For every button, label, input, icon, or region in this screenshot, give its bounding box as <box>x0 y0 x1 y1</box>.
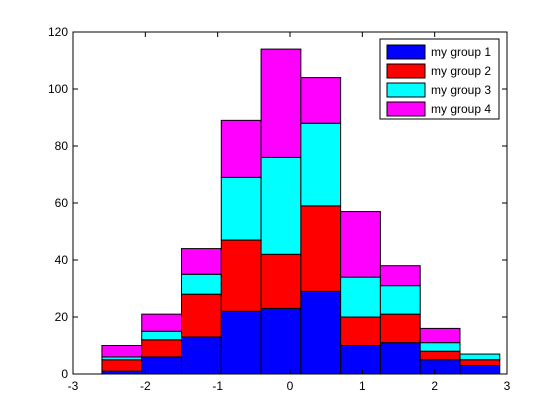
bar-segment-bin-3-group-4 <box>181 248 222 275</box>
y-axis: 0 20 40 60 80 100 120 <box>48 25 507 381</box>
bar-segment-bin-7-group-4 <box>340 211 381 278</box>
bar-segment-bin-3-group-3 <box>181 273 222 295</box>
bar-segment-bin-5-group-3 <box>260 156 302 255</box>
bar-segment-bin-2-group-4 <box>141 313 182 332</box>
bar-segment-bin-6-group-3 <box>300 122 342 207</box>
legend-label-group-3: my group 3 <box>431 83 491 97</box>
bar-segment-bin-1-group-2 <box>101 359 143 372</box>
bar-segment-bin-9-group-4 <box>419 327 461 344</box>
bar-segment-bin-8-group-3 <box>379 285 421 315</box>
legend-swatch-group-3 <box>386 82 426 98</box>
bar-segment-bin-6-group-2 <box>300 205 342 292</box>
y-tick-label: 0 <box>61 367 68 381</box>
bar-segment-bin-8-group-2 <box>379 313 421 344</box>
bar-segment-bin-7-group-2 <box>340 316 381 346</box>
bar-segment-bin-5-group-4 <box>260 48 302 158</box>
bar-segment-bin-2-group-1 <box>141 356 182 375</box>
bar-segment-bin-2-group-2 <box>141 339 182 358</box>
bar-segment-bin-9-group-3 <box>419 342 461 352</box>
bar-segment-bin-7-group-3 <box>340 276 381 318</box>
x-tick-label: -1 <box>212 379 223 393</box>
bar-segment-bin-3-group-2 <box>181 293 222 338</box>
legend-label-group-4: my group 4 <box>431 102 491 116</box>
bar-segment-bin-8-group-1 <box>379 342 421 375</box>
bar-segment-bin-1-group-4 <box>101 345 143 358</box>
y-tick-label: 100 <box>48 82 68 96</box>
bar-segment-bin-8-group-4 <box>379 265 421 287</box>
bar-segment-bin-10-group-2 <box>459 359 501 366</box>
bar-segment-bin-6-group-4 <box>300 77 342 124</box>
x-tick-label: 2 <box>431 379 438 393</box>
bar-segment-bin-4-group-3 <box>220 176 262 241</box>
x-tick-label: 1 <box>359 379 366 393</box>
bar-segment-bin-9-group-1 <box>419 359 461 375</box>
bar-segment-bin-2-group-3 <box>141 330 182 341</box>
x-tick-label: -3 <box>68 379 79 393</box>
legend-label-group-1: my group 1 <box>431 45 491 59</box>
bar-segment-bin-4-group-1 <box>220 310 262 375</box>
bar-segment-bin-4-group-2 <box>220 239 262 312</box>
bar-segment-bin-10-group-3 <box>459 353 501 361</box>
y-tick-label: 20 <box>55 310 69 324</box>
bar-segment-bin-4-group-4 <box>220 119 262 178</box>
y-tick-label: 40 <box>55 253 69 267</box>
bar-segment-bin-3-group-1 <box>181 336 222 375</box>
x-axis: -3 -2 -1 0 1 2 3 <box>68 32 511 393</box>
y-tick-label: 80 <box>55 139 69 153</box>
legend-label-group-2: my group 2 <box>431 64 491 78</box>
bar-segment-bin-5-group-2 <box>260 253 302 309</box>
legend: my group 1 my group 2 my group 3 my group 4 <box>379 38 500 120</box>
bar-segment-bin-7-group-1 <box>340 345 381 375</box>
y-tick-label: 60 <box>55 196 69 210</box>
legend-swatch-group-2 <box>386 63 426 79</box>
bars-layer <box>101 48 501 375</box>
bar-segment-bin-5-group-1 <box>260 307 302 375</box>
y-tick-label: 120 <box>48 25 68 39</box>
x-tick-label: -2 <box>140 379 151 393</box>
bar-segment-bin-10-group-1 <box>459 364 501 375</box>
x-tick-label: 3 <box>504 379 511 393</box>
legend-swatch-group-1 <box>386 44 426 60</box>
legend-swatch-group-4 <box>386 101 426 117</box>
x-tick-label: 0 <box>287 379 294 393</box>
bar-segment-bin-9-group-2 <box>419 350 461 361</box>
bar-segment-bin-6-group-1 <box>300 290 342 375</box>
